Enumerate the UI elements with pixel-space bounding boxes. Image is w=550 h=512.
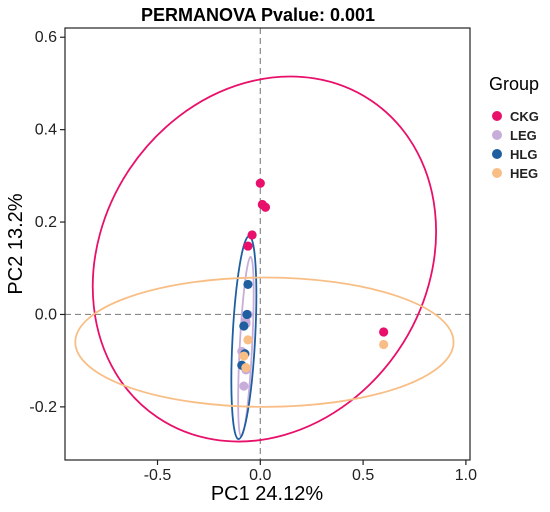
point-leg [239,381,249,391]
legend-title: Group [489,74,539,94]
legend-marker-ckg [492,111,502,121]
y-tick-label: 0.4 [35,122,57,139]
plot-border [64,27,471,461]
legend-marker-heg [492,168,502,178]
confidence-ellipses [74,75,455,443]
point-hlg [243,279,253,290]
point-heg [241,362,251,373]
legend-label-heg: HEG [510,166,538,181]
point-ckg [260,202,271,212]
chart-title: PERMANOVA Pvalue: 0.001 [141,5,375,25]
data-points [237,178,389,391]
x-tick-label: 1.0 [455,467,477,484]
plot-area [65,28,470,460]
point-hlg [239,321,249,331]
point-ckg [247,230,257,240]
ellipse-heg [74,276,455,408]
x-tick-label: 0.0 [249,467,271,484]
y-tick-label: 0.0 [35,306,57,323]
point-ckg [255,178,265,188]
y-tick-label: -0.2 [29,399,57,416]
y-axis-label: PC2 13.2% [5,193,27,294]
reference-lines [65,28,470,460]
y-tick-label: 0.2 [35,214,57,231]
point-heg [379,339,389,350]
point-heg [243,335,253,345]
x-tick-label: 0.5 [352,467,374,484]
legend-marker-leg [492,130,502,140]
x-axis-label: PC1 24.12% [211,483,324,505]
ellipse-ckg [91,75,437,443]
plot-frame [64,27,471,461]
x-axis-ticks: -0.5 0.0 0.5 1.0 [144,460,477,484]
legend-label-leg: LEG [510,128,537,143]
legend: Group CKG LEG HLG HEG [489,74,539,181]
point-ckg [379,327,389,337]
legend-label-hlg: HLG [510,147,537,162]
y-axis-ticks: -0.2 0.0 0.2 0.4 0.6 [29,29,65,416]
y-tick-label: 0.6 [35,29,57,46]
plot-background [65,28,470,460]
point-heg [239,351,249,361]
legend-label-ckg: CKG [510,109,539,124]
point-ckg [243,241,253,251]
x-tick-label: -0.5 [144,467,172,484]
legend-marker-hlg [492,149,502,159]
point-hlg [242,309,252,320]
